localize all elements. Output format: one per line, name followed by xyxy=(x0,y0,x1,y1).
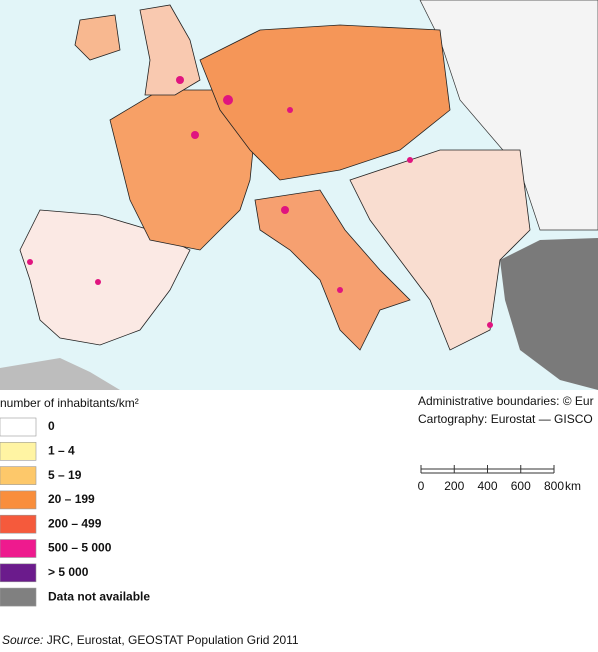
map xyxy=(0,0,598,390)
source-label: Source: xyxy=(2,633,43,647)
legend-label: > 5 000 xyxy=(48,565,89,579)
city xyxy=(337,287,343,293)
legend-swatch xyxy=(0,490,37,510)
city xyxy=(223,95,233,105)
scale-label: 600 xyxy=(511,479,531,493)
turkey xyxy=(500,238,598,390)
credit: Cartography: Eurostat — GISCO xyxy=(418,412,593,426)
legend-swatch xyxy=(0,514,37,534)
legend-label: 5 – 19 xyxy=(48,468,82,482)
italy xyxy=(254,189,411,351)
balkans xyxy=(349,149,531,351)
scale-label: 800 xyxy=(544,479,564,493)
legend-swatch xyxy=(0,466,37,485)
cities xyxy=(27,76,493,328)
iberia xyxy=(19,209,191,346)
scale-unit: km xyxy=(565,479,581,493)
city xyxy=(487,322,493,328)
legend-label: Data not available xyxy=(48,589,150,603)
britain xyxy=(139,4,201,96)
scale-label: 200 xyxy=(444,479,464,493)
city xyxy=(191,131,199,139)
city xyxy=(27,259,33,265)
legend-swatch xyxy=(0,441,37,461)
legend-title: number of inhabitants/km² xyxy=(0,396,139,410)
city xyxy=(407,157,413,163)
credit: Administrative boundaries: © Eur xyxy=(418,394,594,408)
city xyxy=(95,279,101,285)
city xyxy=(176,76,184,84)
source: Source: JRC, Eurostat, GEOSTAT Populatio… xyxy=(2,633,299,647)
legend-swatch xyxy=(0,563,37,583)
eastern-land xyxy=(419,0,598,231)
source-text: JRC, Eurostat, GEOSTAT Population Grid 2… xyxy=(43,633,299,647)
scale-label: 0 xyxy=(418,479,425,493)
scale-label: 400 xyxy=(477,479,497,493)
legend-label: 20 – 199 xyxy=(48,492,95,506)
city xyxy=(281,206,289,214)
legend-label: 200 – 499 xyxy=(48,516,102,530)
central-europe xyxy=(199,24,451,181)
legend-swatch xyxy=(0,587,37,607)
ireland xyxy=(74,14,121,61)
legend-swatch xyxy=(0,539,37,558)
france xyxy=(109,89,256,251)
north-africa xyxy=(0,358,120,390)
legend-label: 0 xyxy=(48,419,55,433)
legend-label: 1 – 4 xyxy=(48,443,75,457)
legend-label: 500 – 5 000 xyxy=(48,541,112,555)
legend-swatch xyxy=(0,417,37,437)
city xyxy=(287,107,293,113)
